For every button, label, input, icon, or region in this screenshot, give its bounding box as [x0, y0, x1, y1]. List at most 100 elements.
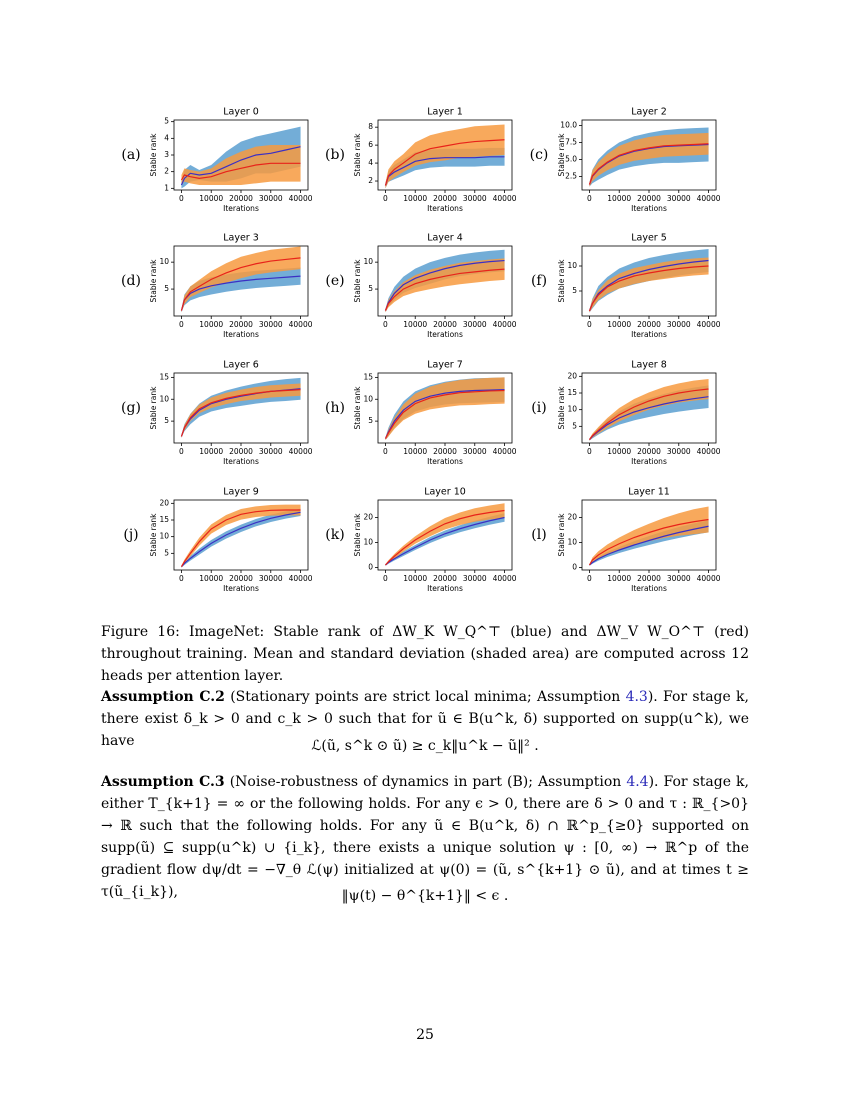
panel-label: (e) — [325, 273, 344, 289]
y-tick-label: 5 — [572, 421, 577, 430]
y-tick-label: 2 — [164, 167, 169, 176]
chart-title: Layer 5 — [631, 233, 667, 244]
mean-line — [180, 162, 301, 181]
y-axis-label: Stable rank — [149, 513, 158, 557]
y-tick-label: 15 — [159, 515, 169, 524]
y-tick-label: 20 — [363, 513, 373, 522]
reference-link[interactable]: 4.4 — [626, 774, 649, 790]
mean-line — [588, 265, 709, 312]
y-axis-label: Stable rank — [353, 513, 362, 557]
x-tick-label: 10000 — [607, 574, 631, 583]
x-tick-label: 20000 — [433, 447, 457, 456]
mean-line — [384, 389, 505, 439]
y-axis-label: Stable rank — [149, 386, 158, 430]
mean-line — [180, 389, 301, 437]
y-tick-label: 2 — [368, 176, 373, 185]
x-tick-label: 30000 — [259, 194, 283, 203]
x-tick-label: 0 — [179, 447, 184, 456]
y-tick-label: 10 — [363, 257, 373, 266]
x-tick-label: 10000 — [199, 574, 223, 583]
panel-label: (g) — [121, 400, 141, 416]
y-tick-label: 20 — [159, 498, 169, 507]
mean-line — [180, 509, 301, 567]
x-tick-label: 40000 — [493, 320, 517, 329]
x-tick-label: 30000 — [259, 320, 283, 329]
chart-title: Layer 11 — [628, 487, 670, 498]
mean-line — [588, 143, 709, 185]
y-axis-label: Stable rank — [557, 513, 566, 557]
x-axis-label: Iterations — [223, 330, 259, 339]
x-tick-label: 30000 — [463, 194, 487, 203]
mean-line — [588, 388, 709, 441]
x-axis-label: Iterations — [223, 584, 259, 593]
y-tick-label: 0 — [572, 563, 577, 572]
x-axis-label: Iterations — [631, 584, 667, 593]
std-band — [181, 383, 301, 438]
x-tick-label: 30000 — [463, 447, 487, 456]
y-tick-label: 5 — [572, 286, 577, 295]
x-tick-label: 0 — [383, 447, 388, 456]
x-tick-label: 0 — [179, 194, 184, 203]
x-tick-label: 40000 — [493, 447, 517, 456]
y-tick-label: 10 — [159, 532, 169, 541]
x-tick-label: 10000 — [403, 194, 427, 203]
mean-line — [385, 509, 505, 566]
y-tick-label: 4 — [164, 133, 169, 142]
figure-caption: Figure 16: ImageNet: Stable rank of ΔW_K… — [101, 624, 749, 684]
y-tick-label: 6 — [368, 140, 373, 149]
mean-line — [384, 268, 505, 311]
mean-line — [180, 511, 301, 568]
mean-line — [589, 525, 709, 566]
x-axis-label: Iterations — [223, 204, 259, 213]
y-tick-label: 20 — [567, 371, 577, 380]
y-tick-label: 5 — [164, 548, 169, 557]
chart-title: Layer 1 — [427, 107, 463, 118]
x-tick-label: 30000 — [259, 447, 283, 456]
mean-line — [588, 518, 709, 566]
y-tick-label: 8 — [368, 122, 373, 131]
x-tick-label: 30000 — [667, 320, 691, 329]
panel-label: (d) — [121, 273, 141, 289]
panel-label: (j) — [123, 527, 138, 543]
y-axis-label: Stable rank — [353, 386, 362, 430]
mean-line — [384, 139, 505, 186]
x-tick-label: 40000 — [493, 194, 517, 203]
std-band — [589, 257, 709, 313]
reference-link[interactable]: 4.3 — [625, 689, 648, 705]
x-tick-label: 10000 — [199, 194, 223, 203]
y-axis-label: Stable rank — [557, 133, 566, 177]
y-tick-label: 5 — [164, 416, 169, 425]
std-band — [385, 503, 505, 566]
x-axis-label: Iterations — [427, 330, 463, 339]
x-tick-label: 30000 — [667, 447, 691, 456]
x-tick-label: 0 — [587, 447, 592, 456]
mean-line — [180, 275, 301, 311]
x-tick-label: 20000 — [637, 447, 661, 456]
x-tick-label: 40000 — [697, 320, 721, 329]
x-tick-label: 30000 — [667, 194, 691, 203]
x-tick-label: 20000 — [433, 320, 457, 329]
x-tick-label: 40000 — [493, 574, 517, 583]
y-tick-label: 15 — [159, 372, 169, 381]
y-tick-label: 10 — [159, 394, 169, 403]
x-axis-label: Iterations — [223, 457, 259, 466]
x-tick-label: 0 — [587, 574, 592, 583]
x-tick-label: 20000 — [637, 574, 661, 583]
x-tick-label: 40000 — [289, 447, 313, 456]
y-tick-label: 5.0 — [565, 154, 577, 163]
y-tick-label: 5 — [368, 416, 373, 425]
mean-line — [588, 396, 709, 441]
mean-line — [384, 389, 505, 439]
y-tick-label: 4 — [368, 158, 373, 167]
page-number: 25 — [416, 1027, 434, 1043]
x-tick-label: 0 — [179, 574, 184, 583]
panel-label: (c) — [530, 147, 549, 163]
y-tick-label: 0 — [368, 563, 373, 572]
chart-title: Layer 9 — [223, 487, 259, 498]
y-tick-label: 10.0 — [560, 120, 577, 129]
x-tick-label: 20000 — [637, 194, 661, 203]
equation: ‖ψ(t) − θ^{k+1}‖ < ϵ . — [341, 888, 509, 904]
x-axis-label: Iterations — [427, 204, 463, 213]
